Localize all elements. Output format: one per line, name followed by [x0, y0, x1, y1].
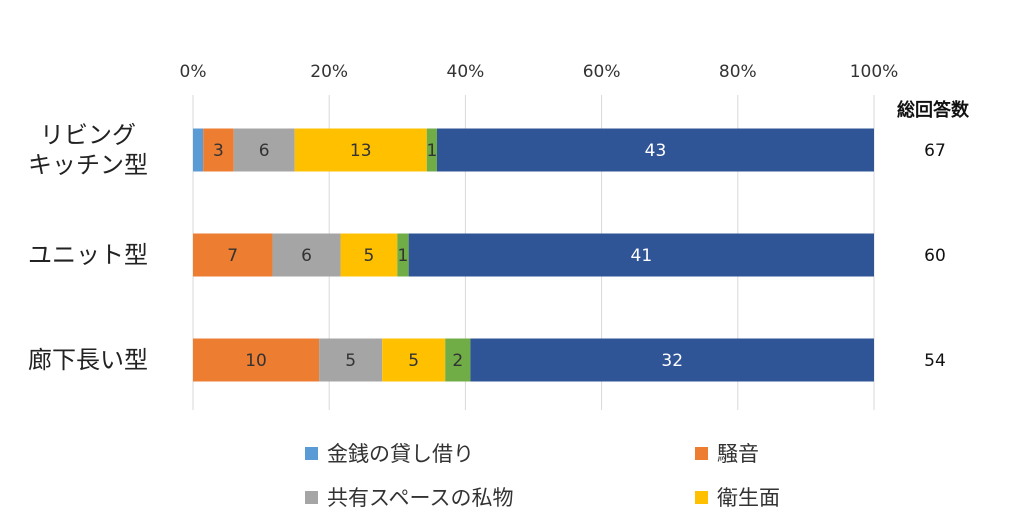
data-label: 2	[452, 351, 463, 371]
x-tick-label: 40%	[447, 62, 485, 82]
bar-segment	[408, 233, 874, 277]
bar-segment	[426, 128, 437, 172]
data-label: 32	[661, 351, 683, 371]
data-label: 13	[350, 141, 372, 161]
bar-segment	[294, 128, 427, 172]
data-label: 41	[631, 246, 653, 266]
segment-labels: 3 6 13 1 43 7 6 5 1 41 10 5 5 2 32	[213, 141, 683, 371]
data-label: 5	[408, 351, 419, 371]
totals: 67 60 54	[924, 141, 946, 371]
total-value: 67	[924, 141, 946, 161]
total-value: 54	[924, 351, 946, 371]
bar-segment	[272, 233, 341, 277]
legend-swatch	[305, 446, 318, 460]
legend-swatch	[695, 490, 708, 504]
x-tick-label: 100%	[850, 62, 899, 82]
bar-segment	[445, 338, 471, 382]
total-header: 総回答数	[897, 99, 970, 121]
data-label: 3	[213, 141, 224, 161]
data-label: 6	[259, 141, 270, 161]
bars	[193, 128, 874, 382]
bar-segment	[382, 338, 446, 382]
x-tick-label: 20%	[310, 62, 348, 82]
legend-label: 騒音	[717, 442, 759, 466]
bar-segment	[436, 128, 874, 172]
legend-label: 共有スペースの私物	[327, 486, 514, 510]
legend-label: 衛生面	[717, 486, 780, 510]
data-label: 7	[227, 246, 238, 266]
x-axis-ticks: 0% 20% 40% 60% 80% 100%	[180, 62, 899, 82]
legend-swatch	[695, 446, 708, 460]
legend-swatch	[305, 490, 318, 504]
bar-segment	[397, 233, 409, 277]
category-label: 廊下長い型	[28, 346, 148, 374]
total-value: 60	[924, 246, 946, 266]
x-tick-label: 0%	[180, 62, 207, 82]
data-label: 5	[364, 246, 375, 266]
data-label: 1	[398, 246, 409, 266]
legend-item: 騒音	[695, 438, 759, 468]
bar-segment	[193, 338, 320, 382]
x-tick-label: 60%	[583, 62, 621, 82]
bar-segment	[193, 128, 204, 172]
category-label: リビングキッチン型	[28, 121, 148, 179]
bar-segment	[470, 338, 874, 382]
bar-segment	[193, 233, 273, 277]
legend-label: 金銭の貸し借り	[327, 442, 474, 466]
bar-segment	[340, 233, 398, 277]
x-tick-label: 80%	[719, 62, 757, 82]
bar-segment	[319, 338, 383, 382]
bar-segment	[203, 128, 234, 172]
bar-segment	[233, 128, 295, 172]
legend-item: 衛生面	[695, 482, 780, 512]
data-label: 5	[345, 351, 356, 371]
data-label: 6	[301, 246, 312, 266]
legend-item: 共有スペースの私物	[305, 482, 513, 512]
data-label: 43	[645, 141, 667, 161]
category-label: ユニット型	[28, 241, 148, 269]
data-label: 10	[245, 351, 267, 371]
legend-item: 金銭の貸し借り	[305, 438, 474, 468]
data-label: 1	[426, 141, 437, 161]
